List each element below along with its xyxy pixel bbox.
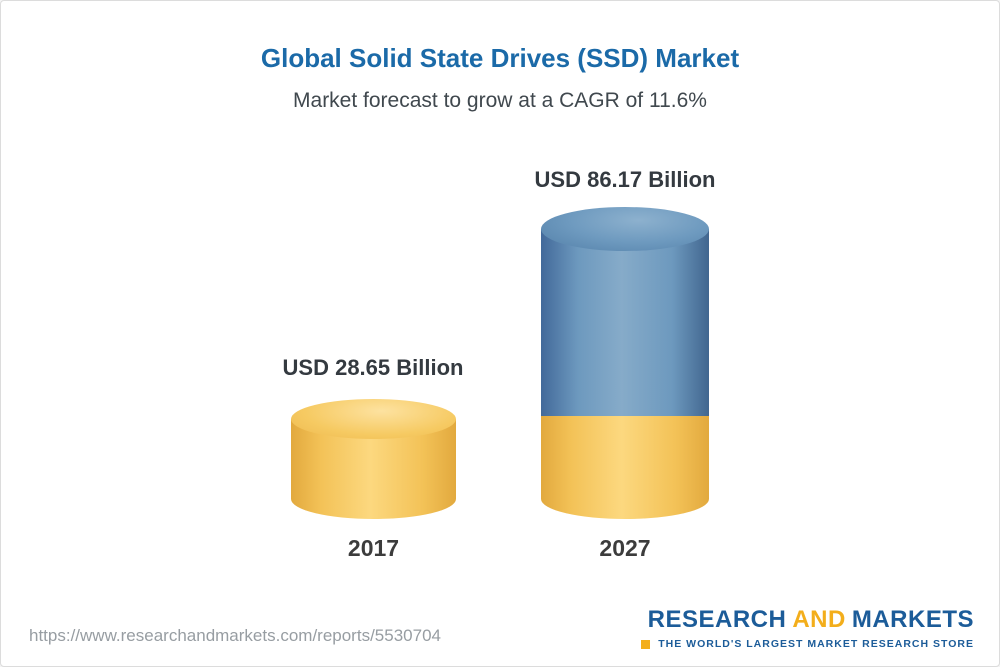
source-url: https://www.researchandmarkets.com/repor… bbox=[29, 626, 441, 645]
logo-wordmark: RESEARCH AND MARKETS bbox=[641, 606, 974, 634]
value-label-2027: USD 86.17 Billion bbox=[534, 167, 716, 192]
logo-square-icon bbox=[641, 639, 651, 649]
chart-subtitle: Market forecast to grow at a CAGR of 11.… bbox=[293, 89, 707, 112]
logo-word-markets: MARKETS bbox=[851, 606, 974, 633]
logo-word-and: AND bbox=[792, 606, 846, 633]
value-label-2017: USD 28.65 Billion bbox=[282, 355, 464, 380]
bar-2027-top-ellipse bbox=[541, 207, 709, 251]
logo-tagline: THE WORLD'S LARGEST MARKET RESEARCH STOR… bbox=[658, 638, 974, 650]
bar-cylinder-2017 bbox=[291, 399, 456, 519]
bar-2017-top-ellipse bbox=[291, 399, 456, 439]
bar-cylinder-2027 bbox=[541, 207, 709, 519]
logo-word-research: RESEARCH bbox=[647, 606, 787, 633]
bar-2027-gold-segment bbox=[541, 416, 709, 519]
bar-2027-blue-segment bbox=[541, 229, 709, 416]
research-and-markets-logo: RESEARCH AND MARKETS THE WORLD'S LARGEST M… bbox=[641, 606, 974, 650]
axis-label-2017: 2017 bbox=[347, 535, 400, 561]
axis-label-2027: 2027 bbox=[599, 535, 651, 561]
chart-title: Global Solid State Drives (SSD) Market bbox=[260, 43, 740, 73]
logo-tagline-row: THE WORLD'S LARGEST MARKET RESEARCH STOR… bbox=[641, 638, 974, 650]
